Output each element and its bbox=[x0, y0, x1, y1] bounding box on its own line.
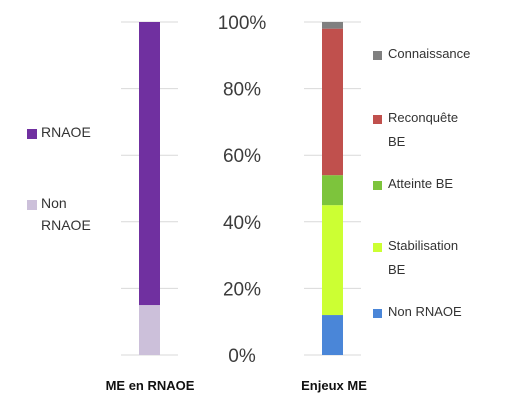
legend-swatch bbox=[373, 51, 382, 60]
legend-swatch bbox=[373, 309, 382, 318]
y-tick-label: 60% bbox=[223, 146, 261, 167]
legend-swatch bbox=[373, 115, 382, 124]
bar-segment-rnaoe bbox=[139, 22, 160, 306]
y-tick-label: 100% bbox=[218, 13, 267, 34]
legend-swatch bbox=[27, 129, 37, 139]
bar-segment-stabilisation-be bbox=[322, 205, 343, 316]
bar-segment-atteinte-be bbox=[322, 175, 343, 206]
legend-swatch bbox=[373, 181, 382, 190]
legend-swatch bbox=[373, 243, 382, 252]
legend-label: BE bbox=[388, 262, 406, 277]
bar-segment-non-rnaoe bbox=[139, 305, 160, 355]
legend-label: RNAOE bbox=[41, 217, 91, 233]
bars bbox=[139, 22, 343, 355]
y-tick-label: 0% bbox=[228, 346, 256, 367]
legend-label: BE bbox=[388, 134, 406, 149]
legend-label: Non bbox=[41, 195, 67, 211]
y-tick-label: 20% bbox=[223, 279, 261, 300]
legend-swatch bbox=[27, 200, 37, 210]
bar-segment-non-rnaoe bbox=[322, 315, 343, 355]
legend-label: Atteinte BE bbox=[388, 176, 453, 191]
category-label: ME en RNAOE bbox=[106, 378, 195, 393]
y-axis-ticks: 0% 20% 40% 60% 80% 100% bbox=[218, 13, 267, 367]
y-tick-label: 80% bbox=[223, 80, 261, 101]
legend-label: Reconquête bbox=[388, 110, 458, 125]
legend-label: Stabilisation bbox=[388, 238, 458, 253]
y-tick-label: 40% bbox=[223, 213, 261, 234]
bar-segment-reconqu-te-be bbox=[322, 28, 343, 176]
category-labels: ME en RNAOE Enjeux ME bbox=[106, 378, 368, 393]
category-label: Enjeux ME bbox=[301, 378, 367, 393]
legend-label: Connaissance bbox=[388, 46, 470, 61]
legend-right: Connaissance Reconquête BE Atteinte BE Stabi… bbox=[373, 46, 470, 319]
legend-label: RNAOE bbox=[41, 124, 91, 140]
legend-label: Non RNAOE bbox=[388, 304, 462, 319]
bar-segment-connaissance bbox=[322, 22, 343, 29]
legend-left: RNAOE Non RNAOE bbox=[27, 124, 91, 233]
